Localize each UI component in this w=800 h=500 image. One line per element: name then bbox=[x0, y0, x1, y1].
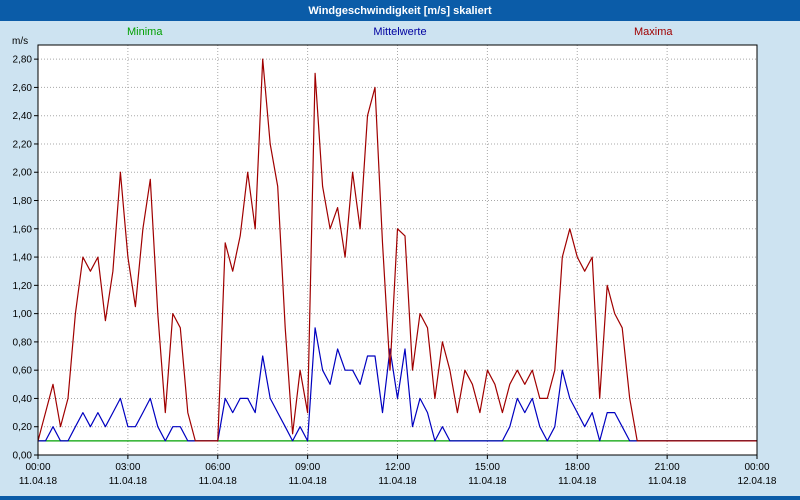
svg-text:11.04.18: 11.04.18 bbox=[19, 476, 58, 487]
svg-text:1,40: 1,40 bbox=[13, 253, 33, 264]
svg-text:1,20: 1,20 bbox=[13, 281, 33, 292]
legend-mittelwerte: Mittelwerte bbox=[373, 26, 427, 38]
svg-text:1,80: 1,80 bbox=[13, 196, 33, 207]
svg-text:0,20: 0,20 bbox=[13, 422, 33, 433]
svg-text:09:00: 09:00 bbox=[295, 462, 320, 473]
svg-text:18:00: 18:00 bbox=[565, 462, 590, 473]
svg-text:21:00: 21:00 bbox=[655, 462, 680, 473]
chart-legend: Minima Mittelwerte Maxima bbox=[0, 26, 800, 40]
svg-text:12:00: 12:00 bbox=[385, 462, 410, 473]
svg-text:15:00: 15:00 bbox=[475, 462, 500, 473]
svg-text:0,60: 0,60 bbox=[13, 366, 33, 377]
svg-text:11.04.18: 11.04.18 bbox=[199, 476, 238, 487]
window-title: Windgeschwindigkeit [m/s] skaliert bbox=[308, 4, 492, 17]
svg-text:00:00: 00:00 bbox=[25, 462, 50, 473]
legend-minima: Minima bbox=[127, 26, 163, 38]
legend-maxima: Maxima bbox=[634, 26, 673, 38]
svg-text:0,00: 0,00 bbox=[13, 451, 33, 462]
window-bottom-border bbox=[0, 496, 800, 500]
y-axis-unit-label: m/s bbox=[12, 36, 29, 47]
svg-text:2,60: 2,60 bbox=[13, 83, 33, 94]
window-title-bar: Windgeschwindigkeit [m/s] skaliert bbox=[0, 0, 800, 21]
svg-text:11.04.18: 11.04.18 bbox=[289, 476, 328, 487]
svg-text:12.04.18: 12.04.18 bbox=[738, 476, 777, 487]
svg-text:2,80: 2,80 bbox=[13, 55, 33, 66]
svg-text:2,00: 2,00 bbox=[13, 168, 33, 179]
svg-text:11.04.18: 11.04.18 bbox=[468, 476, 507, 487]
svg-text:1,60: 1,60 bbox=[13, 224, 33, 235]
svg-text:2,40: 2,40 bbox=[13, 111, 33, 122]
svg-text:0,80: 0,80 bbox=[13, 337, 33, 348]
svg-text:06:00: 06:00 bbox=[205, 462, 230, 473]
svg-text:00:00: 00:00 bbox=[744, 462, 769, 473]
svg-text:11.04.18: 11.04.18 bbox=[558, 476, 597, 487]
svg-text:03:00: 03:00 bbox=[115, 462, 140, 473]
svg-text:11.04.18: 11.04.18 bbox=[109, 476, 148, 487]
svg-text:11.04.18: 11.04.18 bbox=[648, 476, 687, 487]
svg-text:11.04.18: 11.04.18 bbox=[378, 476, 417, 487]
svg-text:1,00: 1,00 bbox=[13, 309, 33, 320]
svg-text:2,20: 2,20 bbox=[13, 139, 33, 150]
svg-text:0,40: 0,40 bbox=[13, 394, 33, 405]
